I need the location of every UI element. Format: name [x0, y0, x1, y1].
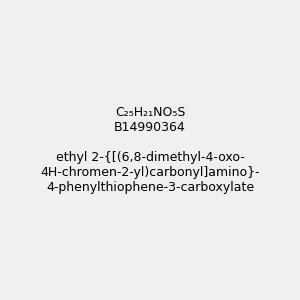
Text: C₂₅H₂₁NO₅S
B14990364

ethyl 2-{[(6,8-dimethyl-4-oxo-
4H-chromen-2-yl)carbonyl]am: C₂₅H₂₁NO₅S B14990364 ethyl 2-{[(6,8-dime…	[40, 106, 260, 194]
